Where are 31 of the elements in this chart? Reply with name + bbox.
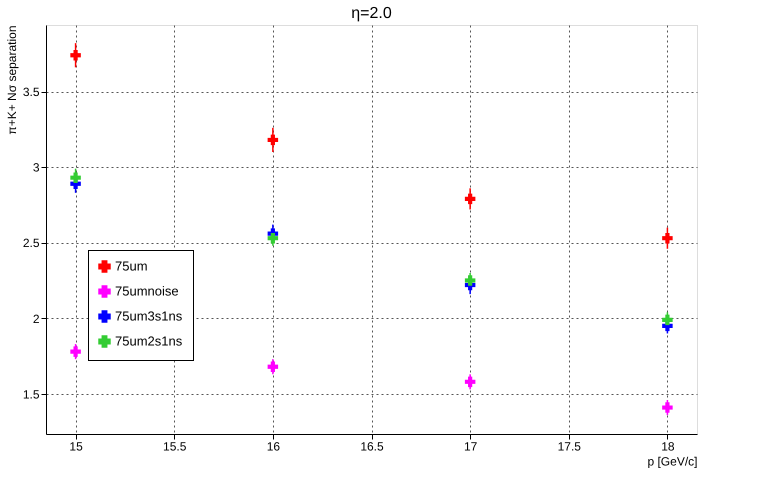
x-tick-label: 16 <box>266 440 280 454</box>
x-tick-label: 16.5 <box>360 440 384 454</box>
legend-label: 75umnoise <box>115 284 179 298</box>
point <box>464 275 476 286</box>
point <box>268 361 278 372</box>
y-tick-label: 3 <box>32 160 40 175</box>
x-tick-label: 18 <box>661 440 675 454</box>
x-tick-label: 17 <box>464 440 478 454</box>
y-tick-label: 3.5 <box>22 85 40 100</box>
point <box>662 402 673 413</box>
point <box>464 194 476 204</box>
point <box>464 376 476 388</box>
point <box>70 50 81 60</box>
point <box>70 172 81 183</box>
x-tick-label: 15.5 <box>163 440 187 454</box>
point <box>268 134 278 146</box>
legend-label: 75um2s1ns <box>115 334 183 348</box>
legend-label: 75um3s1ns <box>115 308 183 324</box>
x-tick-label: 15 <box>69 440 84 454</box>
point <box>662 232 673 244</box>
y-tick-label: 2 <box>32 312 40 326</box>
chart-title: η=2.0 <box>351 5 392 22</box>
y-axis-title: π+K+ Nσ separation <box>4 26 19 135</box>
y-tick-label: 2.5 <box>22 236 40 250</box>
point <box>70 346 81 357</box>
point <box>268 232 278 244</box>
legend-label: 75um <box>115 258 148 274</box>
point <box>662 314 673 326</box>
x-tick-label: 17.5 <box>558 440 582 454</box>
y-tick-label: 1.5 <box>22 387 40 402</box>
x-axis-title: p [GeV/c] <box>647 454 698 468</box>
